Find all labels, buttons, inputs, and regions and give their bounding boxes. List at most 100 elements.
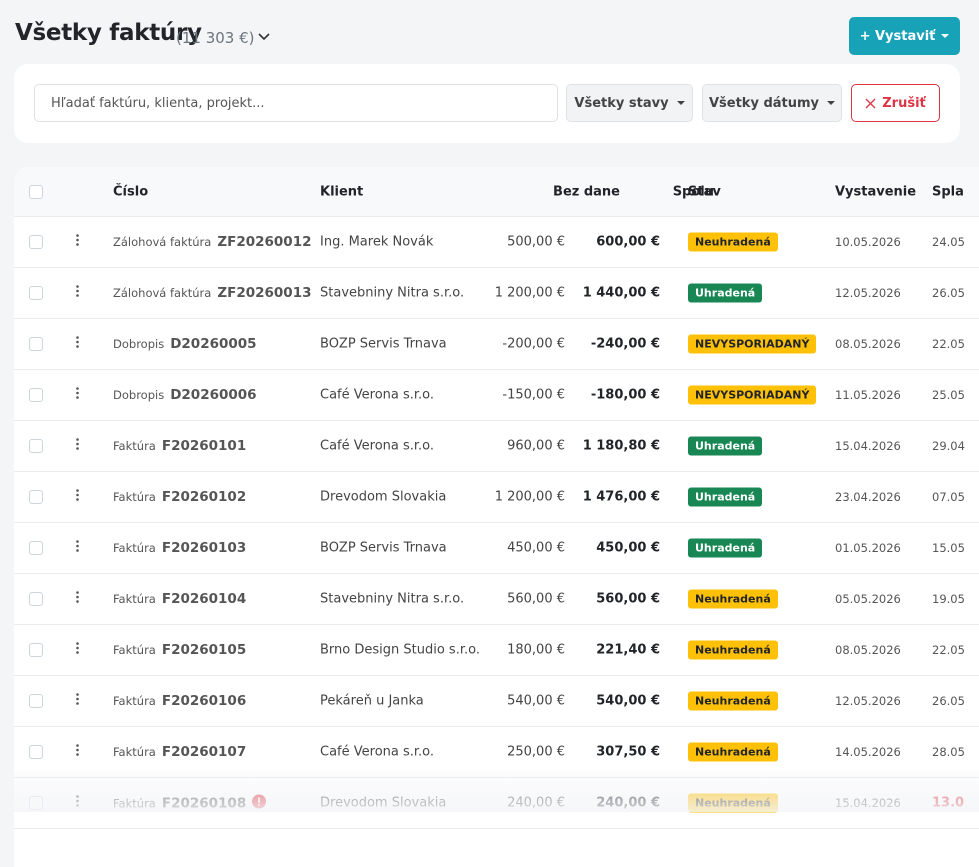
- issue-date: 23.04.2026: [835, 490, 901, 504]
- invoice-number[interactable]: F20260106: [161, 693, 247, 709]
- page: Všetky faktúry (11 303 €) + Vystaviť Hľa…: [0, 17, 979, 867]
- row-menu[interactable]: [76, 642, 79, 658]
- total-amount: -240,00 €: [590, 336, 660, 352]
- invoice-number[interactable]: ZF20260012: [217, 234, 312, 250]
- row-checkbox[interactable]: [29, 235, 43, 249]
- invoice-row[interactable]: Faktúra F20260107 Café Verona s.r.o. 250,00…: [14, 727, 979, 778]
- invoice-row[interactable]: Zálohová faktúra ZF20260012 Ing. Marek Nov…: [14, 217, 979, 268]
- menu-icon: [76, 489, 79, 501]
- invoice-number[interactable]: F20260104: [161, 591, 247, 607]
- client: Ing. Marek Novák: [320, 234, 434, 250]
- invoice-row[interactable]: Faktúra F20260108 Drevodom Slovakia 240,00 …: [14, 778, 979, 829]
- status-badge: NEVYSPORIADANÝ: [688, 385, 817, 405]
- document-type: Faktúra: [113, 592, 156, 606]
- invoice-number[interactable]: D20260005: [170, 336, 257, 352]
- row-menu[interactable]: [76, 234, 79, 250]
- row-menu[interactable]: [76, 693, 79, 709]
- filter-card: Hľadať faktúru, klienta, projekt... Všet…: [14, 64, 960, 143]
- invoice-row[interactable]: Faktúra F20260106 Pekáreň u Janka 540,00 € 5…: [14, 676, 979, 727]
- invoice-number[interactable]: F20260103: [161, 540, 247, 556]
- invoice-number[interactable]: F20260107: [161, 744, 247, 760]
- invoice-number[interactable]: F20260101: [161, 438, 247, 454]
- create-label: + Vystaviť: [859, 28, 936, 44]
- invoice-number-cell: Faktúra F20260107: [113, 744, 246, 760]
- status-filter[interactable]: Všetky stavy: [566, 84, 693, 122]
- document-type: Zálohová faktúra: [113, 286, 212, 300]
- row-menu[interactable]: [76, 387, 79, 403]
- row-checkbox[interactable]: [29, 388, 43, 402]
- client: Stavebniny Nitra s.r.o.: [320, 285, 465, 301]
- net-amount: 240,00 €: [507, 795, 565, 811]
- net-amount: 960,00 €: [507, 438, 565, 454]
- invoice-row[interactable]: Faktúra F20260103 BOZP Servis Trnava 450,00…: [14, 523, 979, 574]
- invoice-number[interactable]: D20260006: [170, 387, 257, 403]
- net-amount: 560,00 €: [507, 591, 565, 607]
- column-header[interactable]: Vystavenie: [835, 184, 917, 199]
- issue-date: 12.05.2026: [835, 286, 901, 300]
- row-menu[interactable]: [76, 744, 79, 760]
- select-all-checkbox[interactable]: [29, 184, 43, 199]
- invoice-row[interactable]: Faktúra F20260105 Brno Design Studio s.r.o…: [14, 625, 979, 676]
- status-badge: Neuhradená: [688, 232, 778, 252]
- net-amount: -200,00 €: [502, 336, 565, 352]
- title-dropdown[interactable]: [257, 30, 271, 44]
- invoice-number-cell: Dobropis D20260006: [113, 387, 257, 403]
- status-badge: Neuhradená: [688, 691, 778, 711]
- row-menu[interactable]: [76, 285, 79, 301]
- invoice-row[interactable]: Faktúra F20260101 Café Verona s.r.o. 960,00…: [14, 421, 979, 472]
- caret: [941, 34, 950, 38]
- invoice-number[interactable]: ZF20260013: [217, 285, 312, 301]
- cancel-button[interactable]: Zrušiť: [851, 84, 940, 122]
- row-checkbox[interactable]: [29, 694, 43, 708]
- due-date: 26.05: [932, 286, 965, 300]
- caret: [827, 101, 836, 105]
- alert-icon: [252, 794, 267, 809]
- row-checkbox[interactable]: [29, 490, 43, 504]
- status-badge: Neuhradená: [688, 640, 778, 660]
- row-checkbox[interactable]: [29, 796, 43, 810]
- client: Stavebniny Nitra s.r.o.: [320, 591, 465, 607]
- due-date: 24.05: [932, 235, 965, 249]
- due-date: 15.05: [932, 541, 965, 555]
- total-amount: 1 180,80 €: [582, 438, 660, 454]
- row-menu[interactable]: [76, 540, 79, 556]
- invoice-number[interactable]: F20260102: [161, 489, 247, 505]
- row-menu[interactable]: [76, 591, 79, 607]
- invoice-number[interactable]: F20260105: [161, 642, 247, 658]
- invoice-row[interactable]: Faktúra F20260102 Drevodom Slovakia 1 200,0…: [14, 472, 979, 523]
- document-type: Faktúra: [113, 541, 156, 555]
- row-menu[interactable]: [76, 489, 79, 505]
- column-header[interactable]: Bez dane: [553, 184, 620, 199]
- row-menu[interactable]: [76, 795, 79, 811]
- date-filter[interactable]: Všetky dátumy: [702, 84, 842, 122]
- row-menu[interactable]: [76, 336, 79, 352]
- invoice-row[interactable]: Dobropis D20260006 Café Verona s.r.o. -150,…: [14, 370, 979, 421]
- column-header[interactable]: Klient: [320, 184, 364, 199]
- row-menu[interactable]: [76, 438, 79, 454]
- column-header[interactable]: Číslo: [113, 184, 149, 199]
- row-checkbox[interactable]: [29, 643, 43, 657]
- caret: [676, 101, 685, 105]
- overdue-icon: [252, 794, 267, 812]
- invoice-number[interactable]: F20260108: [161, 795, 247, 811]
- row-checkbox[interactable]: [29, 337, 43, 351]
- client: BOZP Servis Trnava: [320, 540, 447, 556]
- row-checkbox[interactable]: [29, 541, 43, 555]
- issue-date: 05.05.2026: [835, 592, 901, 606]
- invoice-row[interactable]: Faktúra F20260104 Stavebniny Nitra s.r.o. 5…: [14, 574, 979, 625]
- row-checkbox[interactable]: [29, 592, 43, 606]
- invoice-number-cell: Faktúra F20260106: [113, 693, 246, 709]
- row-checkbox[interactable]: [29, 439, 43, 453]
- invoice-row[interactable]: Dobropis D20260005 BOZP Servis Trnava -200,…: [14, 319, 979, 370]
- issue-date: 11.05.2026: [835, 388, 901, 402]
- issue-date: 08.05.2026: [835, 337, 901, 351]
- invoice-row[interactable]: Zálohová faktúra ZF20260013 Stavebniny Nit…: [14, 268, 979, 319]
- status-badge: Uhradená: [688, 436, 763, 456]
- create-button[interactable]: + Vystaviť: [849, 17, 960, 55]
- column-header[interactable]: Spla: [932, 184, 964, 199]
- search-input[interactable]: Hľadať faktúru, klienta, projekt...: [34, 84, 558, 122]
- column-header[interactable]: Stav: [688, 184, 721, 199]
- row-checkbox[interactable]: [29, 745, 43, 759]
- row-checkbox[interactable]: [29, 286, 43, 300]
- column-header[interactable]: Spolu: [672, 184, 714, 199]
